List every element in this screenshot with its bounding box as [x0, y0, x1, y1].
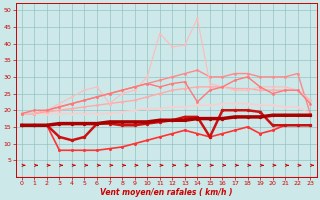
- X-axis label: Vent moyen/en rafales ( km/h ): Vent moyen/en rafales ( km/h ): [100, 188, 232, 197]
